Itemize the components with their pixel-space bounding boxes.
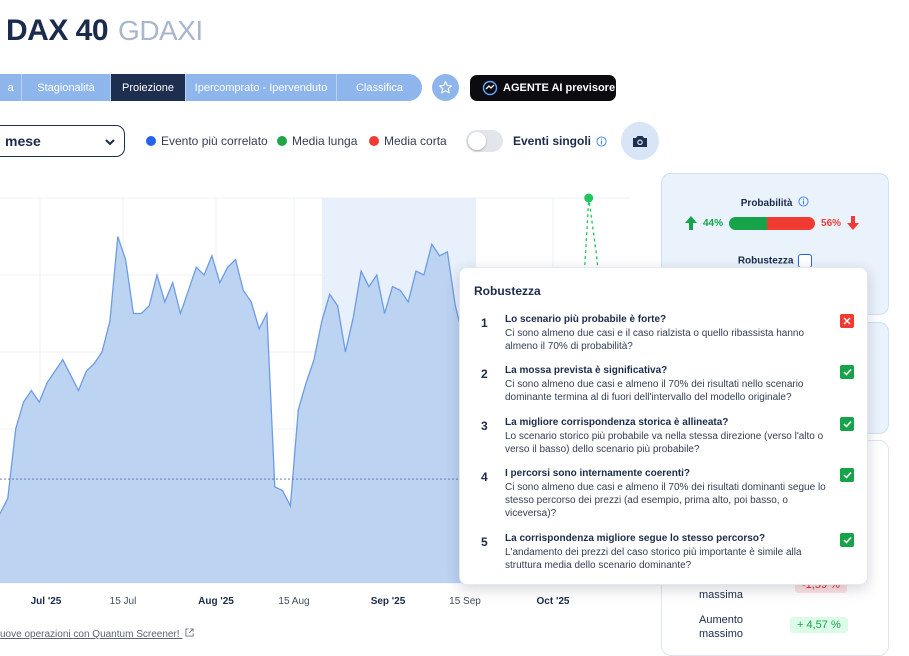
x-tick-label: Sep '25: [371, 596, 406, 607]
chart-long-average-point: [584, 193, 594, 203]
legend-short-average: Media corta: [369, 134, 447, 148]
criterion-number: 2: [481, 367, 488, 381]
x-tick-label: 15 Aug: [278, 596, 309, 607]
robustness-label-text: Robustezza: [737, 255, 794, 267]
chevron-down-icon: [105, 139, 115, 146]
check-icon: [842, 471, 852, 479]
single-events-label-group: Eventi singoli: [513, 134, 607, 148]
tab-partial[interactable]: a: [0, 74, 22, 101]
blue-dot-icon: [146, 136, 156, 146]
probability-bar: [729, 216, 815, 230]
x-tick-label: Jul '25: [31, 596, 62, 607]
x-tick-label: Aug '25: [198, 596, 234, 607]
criterion-number: 1: [481, 316, 488, 330]
probability-title: Probabilità: [662, 196, 888, 209]
criterion-number: 4: [481, 470, 488, 484]
probability-bar-up: [729, 216, 767, 230]
criterion-description: Ci sono almeno due casi e il caso rialzi…: [505, 328, 805, 352]
criterion-question: La corrispondenza migliore segue lo stes…: [505, 533, 766, 544]
quantum-screener-link[interactable]: uove operazioni con Quantum Screener!: [0, 628, 194, 640]
popover-title: Robustezza: [474, 284, 541, 298]
check-icon: [842, 368, 852, 376]
criterion-status: [840, 468, 854, 482]
instrument-name: DAX 40: [6, 14, 109, 47]
favorite-button[interactable]: [432, 74, 459, 101]
ai-agent-icon: [482, 80, 498, 96]
tab-projection[interactable]: Proiezione: [111, 74, 186, 101]
legend-correlated: Evento più correlato: [146, 134, 268, 148]
criterion-question: La migliore corrispondenza storica è all…: [505, 417, 729, 428]
stat-label-max-rise: Aumento massimo: [699, 614, 744, 640]
page-title: DAX 40 GDAXI: [6, 14, 203, 48]
single-events-label: Eventi singoli: [513, 134, 592, 148]
robustness-popover: Robustezza 1 Lo scenario più probabile è…: [459, 267, 868, 585]
up-probability: 44%: [703, 217, 724, 229]
criterion-description: Lo scenario storico più probabile va nel…: [505, 431, 824, 455]
chart-area-series: [0, 236, 566, 583]
ai-agent-label: AGENTE AI previsore: [503, 82, 616, 94]
criterion-status: [840, 365, 854, 379]
criterion-description: Ci sono almeno due casi e almeno il 70% …: [505, 482, 826, 519]
arrow-down-icon: [847, 216, 860, 230]
star-icon: [439, 81, 452, 94]
x-tick-label: Oct '25: [537, 596, 570, 607]
criterion-status: [840, 314, 854, 328]
camera-icon: [633, 136, 647, 147]
x-tick-label: 15 Jul: [110, 596, 137, 607]
green-dot-icon: [277, 136, 287, 146]
info-icon[interactable]: [596, 135, 607, 147]
single-events-toggle[interactable]: [466, 130, 503, 152]
criterion-status: [840, 533, 854, 547]
external-link-icon: [185, 628, 194, 637]
legend-label: Media lunga: [292, 134, 358, 148]
criterion-description: Ci sono almeno due casi e almeno il 70% …: [505, 379, 804, 403]
period-select-value: mese: [5, 133, 41, 149]
info-icon[interactable]: [798, 196, 809, 207]
down-probability: 56%: [821, 217, 842, 229]
criterion-number: 5: [481, 535, 488, 549]
legend-label: Media corta: [384, 134, 447, 148]
criterion-question: I percorsi sono internamente coerenti?: [505, 468, 691, 479]
legend-label: Evento più correlato: [161, 134, 268, 148]
stat-label-max-drop: massima: [699, 589, 744, 601]
footer-link-text: uove operazioni con Quantum Screener!: [0, 629, 180, 640]
robustness-info-icon[interactable]: [798, 254, 813, 268]
instrument-ticker: GDAXI: [118, 15, 203, 46]
red-dot-icon: [369, 136, 379, 146]
legend-long-average: Media lunga: [277, 134, 357, 148]
x-tick-label: 15 Sep: [449, 596, 481, 607]
probability-row: 44% 56%: [685, 216, 860, 230]
criterion-status: [840, 417, 854, 431]
robustness-label: Robustezza: [662, 254, 888, 268]
stat-value-max-rise: + 4,57 %: [790, 617, 848, 633]
check-icon: [842, 420, 852, 428]
period-select[interactable]: mese: [0, 125, 125, 157]
arrow-up-icon: [685, 216, 697, 230]
cross-icon: [843, 317, 851, 325]
view-tabs: a Stagionalità Proiezione Ipercomprato -…: [0, 74, 422, 101]
ai-agent-button[interactable]: AGENTE AI previsore: [470, 75, 616, 101]
criterion-question: Lo scenario più probabile è forte?: [505, 314, 667, 325]
criterion-number: 3: [481, 419, 488, 433]
projection-chart: Jul '25 15 Jul Aug '25 15 Aug Sep '25 15 Sep O…: [0, 193, 630, 607]
tab-seasonality[interactable]: Stagionalità: [22, 74, 111, 101]
screenshot-button[interactable]: [621, 122, 659, 160]
probability-title-text: Probabilità: [740, 198, 793, 209]
probability-bar-down: [766, 216, 815, 230]
criterion-description: L'andamento dei prezzi del caso storico …: [505, 547, 802, 571]
tab-ranking[interactable]: Classifica: [337, 74, 422, 101]
toggle-knob: [468, 132, 486, 150]
criterion-question: La mossa prevista è significativa?: [505, 365, 668, 376]
tab-overbought-oversold[interactable]: Ipercomprato - Ipervenduto: [186, 74, 337, 101]
check-icon: [842, 536, 852, 544]
